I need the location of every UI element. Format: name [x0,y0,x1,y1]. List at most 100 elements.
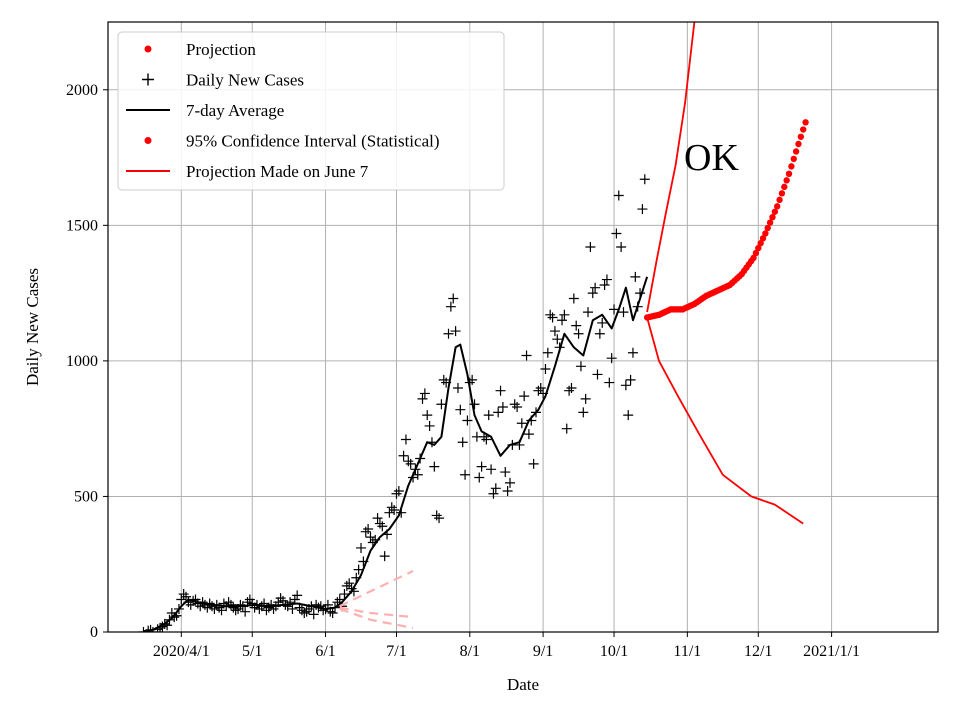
x-tick-label: 6/1 [315,643,335,660]
daily-case-marker [502,486,513,497]
daily-case-marker [462,415,473,426]
y-tick-label: 1000 [66,353,98,370]
projection-dot [769,214,776,221]
daily-case-marker [618,307,629,318]
daily-case-marker [379,551,390,562]
daily-case-marker [616,242,627,253]
seven-day-average-line [143,276,649,632]
daily-case-marker [448,293,459,304]
daily-case-marker [436,399,447,410]
daily-case-marker [547,312,558,323]
daily-case-marker [566,383,577,393]
daily-case-marker [372,513,383,524]
y-tick-label: 1500 [66,217,98,234]
daily-case-marker [445,301,456,312]
daily-case-marker [455,404,466,415]
daily-case-marker [585,242,596,253]
legend-label: Daily New Cases [186,71,304,90]
daily-case-marker [181,591,192,602]
daily-case-marker [417,393,428,404]
daily-case-marker [488,488,499,499]
projection-dot [778,190,786,197]
daily-case-marker [443,328,454,339]
projection-dot [800,126,807,133]
daily-case-marker [374,518,385,529]
x-tick-label: 9/1 [533,643,553,660]
ok-annotation: OK [684,137,739,179]
daily-case-marker [434,513,445,524]
daily-case-marker [185,599,196,610]
daily-case-marker [429,461,440,472]
projection-dot [774,203,781,210]
x-tick-label: 2020/4/1 [153,643,210,660]
daily-case-marker [597,317,608,328]
projection-dot [783,177,790,184]
y-tick-label: 2000 [66,82,98,99]
projection-dot [795,140,802,148]
june7-projection-line [339,570,414,608]
daily-case-marker [296,605,307,616]
daily-case-marker [138,627,149,632]
daily-case-marker [244,594,255,605]
plot-area [138,22,809,632]
daily-case-marker [353,564,364,575]
daily-case-marker [457,437,468,448]
daily-case-marker [483,410,494,421]
daily-case-marker [460,469,471,480]
daily-case-marker [386,502,397,513]
daily-case-marker [559,309,570,320]
daily-case-marker [147,627,158,632]
daily-case-marker [623,410,634,421]
projection-dot [792,148,800,155]
daily-case-marker [599,279,610,290]
daily-case-marker [450,326,461,337]
daily-case-marker [580,393,591,404]
projection-dot [764,224,771,232]
legend-label: Projection [186,40,256,59]
x-tick-label: 7/1 [386,643,406,660]
daily-case-marker [403,456,414,467]
legend-box [117,31,505,191]
daily-case-marker [365,532,376,543]
projection-dot [781,183,788,191]
projection-dot [771,208,779,215]
daily-case-marker [285,597,296,608]
y-tick-label: 0 [90,624,98,641]
daily-case-marker [500,467,511,478]
projection-dot [776,196,783,204]
daily-case-marker [590,282,601,293]
daily-case-marker [389,505,400,515]
projection-dot [755,244,762,252]
projection-dot [802,119,809,126]
daily-case-marker [549,326,560,337]
daily-case-marker [190,594,201,605]
daily-case-marker [339,589,350,600]
legend-label: Projection Made on June 7 [186,162,369,181]
projection-dot [766,219,774,226]
daily-case-marker [431,510,442,521]
daily-case-marker [613,190,624,201]
daily-case-marker [398,450,409,461]
daily-case-marker [178,589,189,600]
legend: Projection Daily New Cases 7-day Average 95… [117,31,505,191]
x-tick-label: 10/1 [600,643,628,660]
daily-case-marker [504,477,515,488]
daily-case-marker [327,608,338,619]
daily-case-marker [299,608,310,619]
y-tick-label: 500 [74,488,98,505]
daily-case-marker [228,602,239,613]
projection-dot [785,170,793,178]
projection-dot [757,240,764,247]
daily-case-marker [519,391,530,402]
daily-case-marker [490,483,501,494]
confidence-interval-line [646,317,804,525]
daily-case-marker [512,401,523,412]
daily-case-marker [452,383,463,393]
daily-case-marker [384,507,395,518]
x-tick-label: 11/1 [673,643,701,660]
daily-case-marker [360,526,371,537]
daily-case-marker [363,523,374,534]
daily-case-marker [609,304,620,315]
daily-case-marker [535,383,546,393]
